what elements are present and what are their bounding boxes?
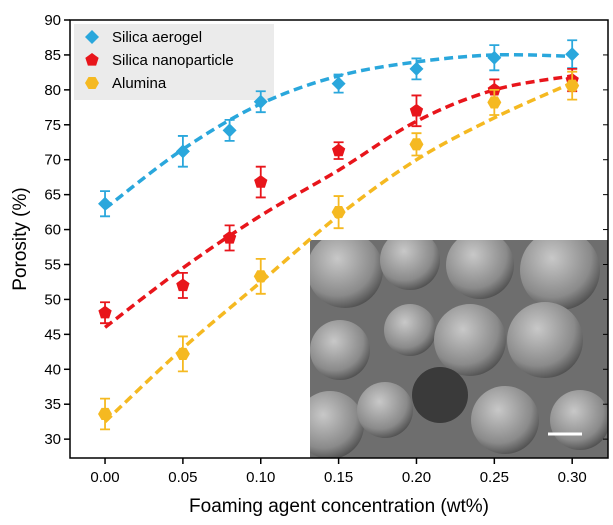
data-point (409, 138, 423, 150)
legend-label: Silica nanoparticle (112, 52, 234, 69)
x-tick-label: 0.25 (480, 469, 509, 486)
legend-label: Alumina (112, 75, 167, 92)
x-tick-label: 0.30 (558, 469, 587, 486)
y-tick-label: 85 (44, 47, 61, 64)
legend-label: Silica aerogel (112, 29, 202, 46)
data-point (98, 306, 111, 319)
data-point (565, 47, 579, 61)
y-tick-label: 90 (44, 12, 61, 29)
y-tick-label: 65 (44, 187, 61, 204)
data-point (98, 197, 112, 211)
y-tick-label: 35 (44, 396, 61, 413)
data-point (223, 123, 237, 137)
x-tick-label: 0.10 (246, 469, 275, 486)
page: {"chart_data": {"type": "scatter", "x_la… (0, 0, 613, 525)
data-point (254, 270, 268, 282)
data-point (176, 348, 190, 360)
x-tick-label: 0.05 (168, 469, 197, 486)
data-point (176, 278, 189, 291)
y-tick-label: 70 (44, 152, 61, 169)
y-tick-label: 45 (44, 326, 61, 343)
inset-image (296, 230, 610, 459)
chart: Foaming agent concentration (wt%) Porosi… (0, 0, 613, 525)
data-point (254, 175, 267, 188)
y-tick-label: 55 (44, 256, 61, 273)
data-point (487, 96, 501, 108)
y-tick-label: 30 (44, 431, 61, 448)
data-point (332, 206, 346, 218)
y-tick-label: 75 (44, 117, 61, 134)
x-tick-label: 0.00 (90, 469, 119, 486)
y-tick-label: 40 (44, 361, 61, 378)
x-tick-label: 0.15 (324, 469, 353, 486)
data-point (332, 77, 346, 91)
y-axis-title: Porosity (%) (10, 187, 31, 290)
y-tick-label: 50 (44, 291, 61, 308)
x-axis-title: Foaming agent concentration (wt%) (189, 496, 489, 517)
y-tick-label: 80 (44, 82, 61, 99)
data-point (410, 104, 423, 117)
x-tick-label: 0.20 (402, 469, 431, 486)
data-point (332, 144, 345, 157)
data-point (487, 51, 501, 65)
y-tick-label: 60 (44, 222, 61, 239)
